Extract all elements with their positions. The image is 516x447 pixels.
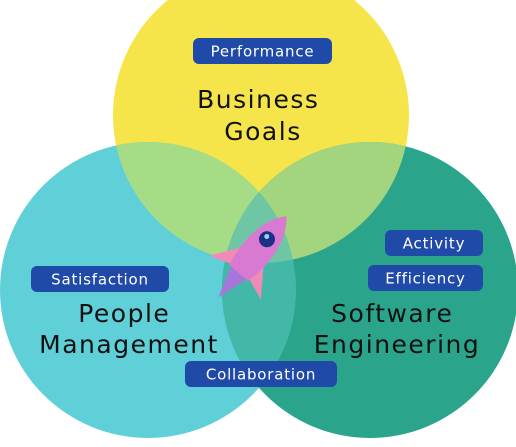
rocket-body [229, 216, 287, 281]
svg-text:Efficiency: Efficiency [385, 270, 465, 288]
svg-text:Collaboration: Collaboration [206, 366, 316, 384]
rocket-fin-right [249, 265, 264, 300]
performance-tag: Performance [193, 38, 332, 64]
rocket-window [258, 231, 275, 248]
business-goals-title: Business Goals [197, 85, 329, 146]
software-engineering-title: Software Engineering [314, 299, 481, 359]
people-management-title: People Management [39, 299, 219, 359]
rocket-icon [208, 216, 287, 300]
business-people-overlap [113, 142, 296, 263]
satisfaction-tag: Satisfaction [31, 266, 169, 292]
svg-text:Activity: Activity [403, 235, 466, 253]
rocket-window-glint [264, 233, 270, 239]
svg-text:Performance: Performance [211, 43, 315, 61]
rocket-flame [218, 266, 247, 298]
efficiency-tag: Efficiency [368, 265, 483, 291]
svg-text:Satisfaction: Satisfaction [51, 271, 149, 289]
rocket-fin-left [208, 247, 243, 264]
activity-tag: Activity [385, 230, 483, 256]
collaboration-tag: Collaboration [185, 361, 337, 387]
business-software-overlap [222, 142, 409, 263]
